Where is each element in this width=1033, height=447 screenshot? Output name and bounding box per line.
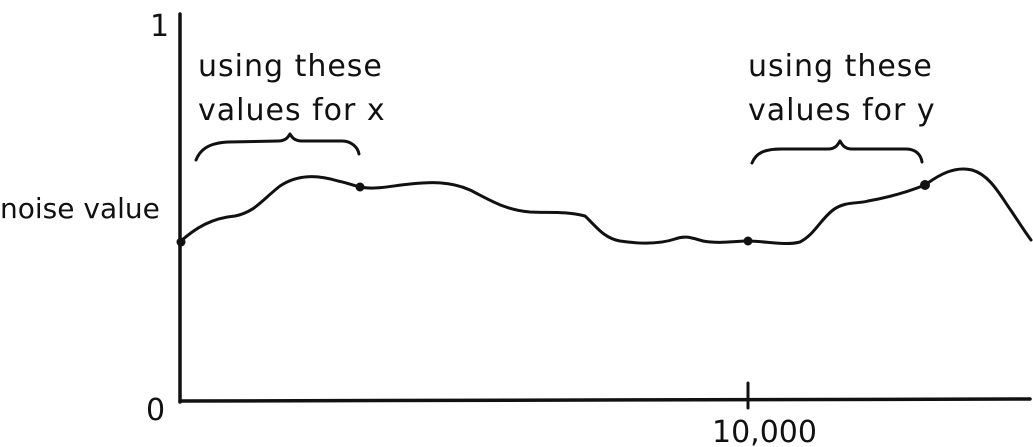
curve-point-x-end — [355, 182, 365, 192]
y-top-tick-label: 1 — [150, 9, 169, 44]
annotation-y: using these values for y — [748, 49, 936, 128]
brace-y — [750, 139, 924, 165]
y-axis-label: noise value — [0, 192, 160, 225]
curve-points — [176, 180, 930, 247]
y-bottom-tick-label: 0 — [146, 393, 165, 428]
curve-point-y-end — [920, 180, 930, 190]
annotation-y-line1: using these — [748, 49, 933, 84]
annotation-x: using these values for x — [198, 49, 386, 128]
annotation-y-line2: values for y — [748, 93, 936, 128]
x-tick-label: 10,000 — [712, 415, 817, 447]
brace-x — [194, 132, 361, 162]
noise-curve — [178, 167, 1033, 246]
curve-point-start — [176, 237, 186, 247]
x-axis — [178, 397, 1032, 403]
annotation-x-line2: values for x — [198, 93, 386, 128]
curve-point-y-start — [743, 236, 753, 246]
annotation-x-line1: using these — [198, 49, 383, 84]
axes — [178, 12, 1032, 410]
